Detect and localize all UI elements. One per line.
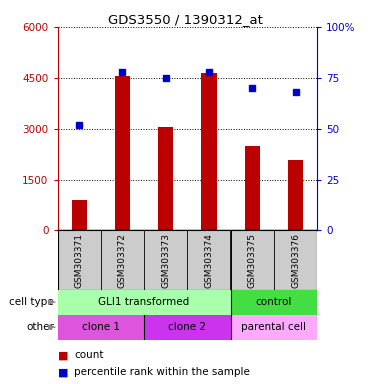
Text: GSM303374: GSM303374 [204,233,213,288]
Bar [201,73,217,230]
Text: cell type: cell type [9,297,54,308]
Bar [158,127,173,230]
Bar [115,76,130,230]
Text: GDS3550 / 1390312_at: GDS3550 / 1390312_at [108,13,263,26]
Bar [231,315,317,340]
Text: GSM303375: GSM303375 [248,233,257,288]
Text: ■: ■ [58,350,68,360]
Text: percentile rank within the sample: percentile rank within the sample [74,367,250,377]
Bar [101,230,144,290]
Text: other: other [26,322,54,333]
Text: GSM303376: GSM303376 [291,233,300,288]
Text: clone 1: clone 1 [82,322,120,333]
Bar [144,315,231,340]
Bar [288,160,303,230]
Bar [144,230,187,290]
Bar [245,146,260,230]
Bar [58,290,231,315]
Text: GLI1 transformed: GLI1 transformed [98,297,190,308]
Text: GSM303371: GSM303371 [75,233,83,288]
Text: GSM303373: GSM303373 [161,233,170,288]
Bar [231,230,274,290]
Text: ■: ■ [58,367,68,377]
Bar [72,200,87,230]
Text: clone 2: clone 2 [168,322,206,333]
Text: control: control [256,297,292,308]
Text: parental cell: parental cell [242,322,306,333]
Text: count: count [74,350,104,360]
Bar [274,230,317,290]
Bar [231,290,317,315]
Text: ►: ► [48,297,56,308]
Bar [58,315,144,340]
Bar [58,230,101,290]
Bar [187,230,231,290]
Text: ►: ► [48,322,56,333]
Text: GSM303372: GSM303372 [118,233,127,288]
